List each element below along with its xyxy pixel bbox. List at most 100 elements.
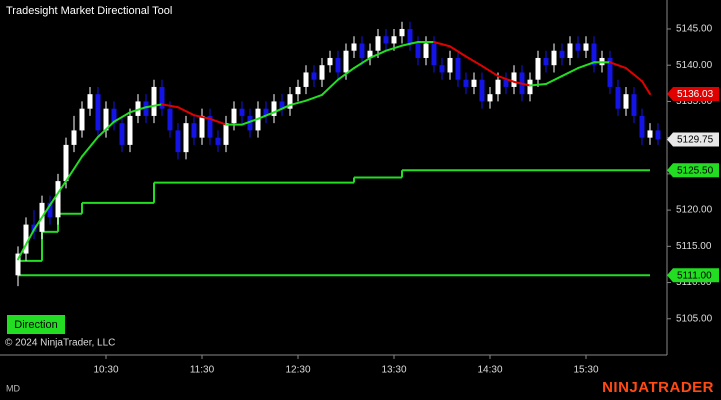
candle-body: [487, 94, 493, 102]
candle-body: [271, 101, 277, 116]
candle-body: [359, 43, 365, 58]
price-marker-label: 5129.75: [677, 135, 714, 146]
candle-body: [407, 28, 413, 44]
candle-body: [343, 50, 349, 73]
y-tick-label: 5110.00: [676, 277, 712, 288]
candle-body: [383, 36, 389, 44]
candle-body: [103, 108, 109, 131]
candle-body: [15, 253, 21, 276]
candle-body: [159, 86, 165, 109]
trend-segment: [65, 155, 83, 183]
trend-segment: [641, 80, 651, 95]
trend-segment: [561, 67, 579, 78]
y-tick-label: 5120.00: [676, 205, 713, 216]
trend-segment: [609, 61, 627, 70]
trend-segment: [289, 99, 307, 107]
candle-body: [143, 101, 149, 116]
candle-body: [631, 94, 637, 116]
trend-segment: [353, 56, 371, 70]
candle-body: [23, 224, 29, 254]
trend-segment: [177, 106, 195, 117]
candle-body: [319, 65, 325, 80]
y-tick-label: 5140.00: [676, 60, 713, 71]
candle-body: [367, 50, 373, 58]
trend-segment: [337, 67, 355, 81]
candle-body: [167, 108, 173, 131]
candle-body: [127, 115, 133, 145]
candle-body: [583, 43, 589, 51]
candle-body: [591, 43, 597, 66]
direction-label: Direction: [14, 319, 57, 331]
candle-body: [63, 144, 69, 182]
price-marker: [667, 86, 719, 101]
trend-segment: [129, 106, 147, 114]
candle-body: [615, 86, 621, 109]
candle-body: [263, 108, 269, 116]
trend-segment: [433, 41, 451, 48]
trend-segment: [497, 75, 515, 83]
candle-body: [503, 79, 509, 87]
candle-body: [47, 202, 53, 218]
candle-body: [207, 115, 213, 138]
candle-body: [391, 36, 397, 44]
candle-body: [119, 123, 125, 145]
candle-body: [479, 79, 485, 102]
trend-segment: [17, 228, 35, 261]
candle-body: [55, 181, 61, 218]
candle-body: [567, 43, 573, 58]
trend-segment: [305, 93, 323, 102]
candle-body: [327, 57, 333, 66]
price-marker-label: 5111.00: [677, 270, 712, 281]
candle-body: [415, 43, 421, 58]
candle-body: [375, 36, 381, 51]
candle-body: [463, 79, 469, 87]
candle-body: [199, 115, 205, 138]
y-tick-label: 5115.00: [676, 241, 712, 252]
candle-body: [95, 94, 101, 131]
candle-body: [287, 94, 293, 109]
trend-segment: [577, 61, 595, 70]
candle-body: [351, 43, 357, 51]
candle-body: [639, 115, 645, 138]
candle-body: [183, 123, 189, 153]
candle-body: [535, 57, 541, 80]
candle-body: [295, 86, 301, 95]
trend-segment: [481, 64, 499, 78]
brand-logo: NINJATRADER: [602, 379, 714, 396]
candle-body: [87, 94, 93, 109]
candle-body: [543, 57, 549, 66]
candle-body: [215, 137, 221, 145]
candle-body: [247, 115, 253, 131]
x-tick-label: 12:30: [285, 365, 310, 376]
trend-segment: [209, 117, 227, 126]
price-marker: [667, 163, 719, 178]
trend-segment: [625, 67, 643, 83]
candle-body: [655, 130, 661, 140]
trend-segment: [385, 44, 403, 52]
candle-body: [471, 79, 477, 87]
candle-body: [191, 123, 197, 138]
trend-segment: [449, 45, 467, 58]
candle-body: [551, 50, 557, 66]
trend-segment: [321, 78, 339, 96]
price-marker-label: 5136.03: [677, 89, 714, 100]
candle-body: [279, 101, 285, 109]
candle-body: [303, 72, 309, 87]
trend-segment: [81, 135, 99, 158]
x-tick-label: 13:30: [381, 365, 406, 376]
candle-body: [623, 94, 629, 109]
candle-body: [439, 65, 445, 73]
footer-left: MD: [6, 383, 20, 393]
x-tick-label: 15:30: [573, 365, 598, 376]
direction-box: [7, 315, 65, 334]
trend-segment: [465, 55, 483, 67]
candle-body: [527, 79, 533, 95]
trend-segment: [161, 103, 179, 109]
candle-body: [607, 57, 613, 87]
trend-segment: [49, 180, 67, 207]
candle-body: [239, 108, 245, 116]
candle-body: [175, 130, 181, 153]
candle-body: [335, 57, 341, 73]
candle-body: [151, 86, 157, 116]
